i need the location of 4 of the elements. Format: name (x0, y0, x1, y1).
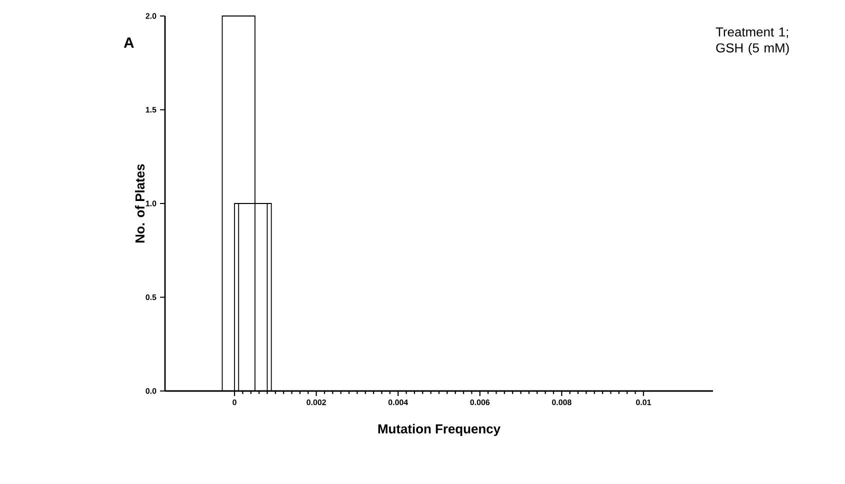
x-axis-title: Mutation Frequency (378, 424, 500, 436)
text: A (124, 38, 134, 48)
y-axis-title: No. of Plates (135, 164, 145, 242)
text: Treatment 1; GSH (5 mM) (716, 28, 789, 56)
